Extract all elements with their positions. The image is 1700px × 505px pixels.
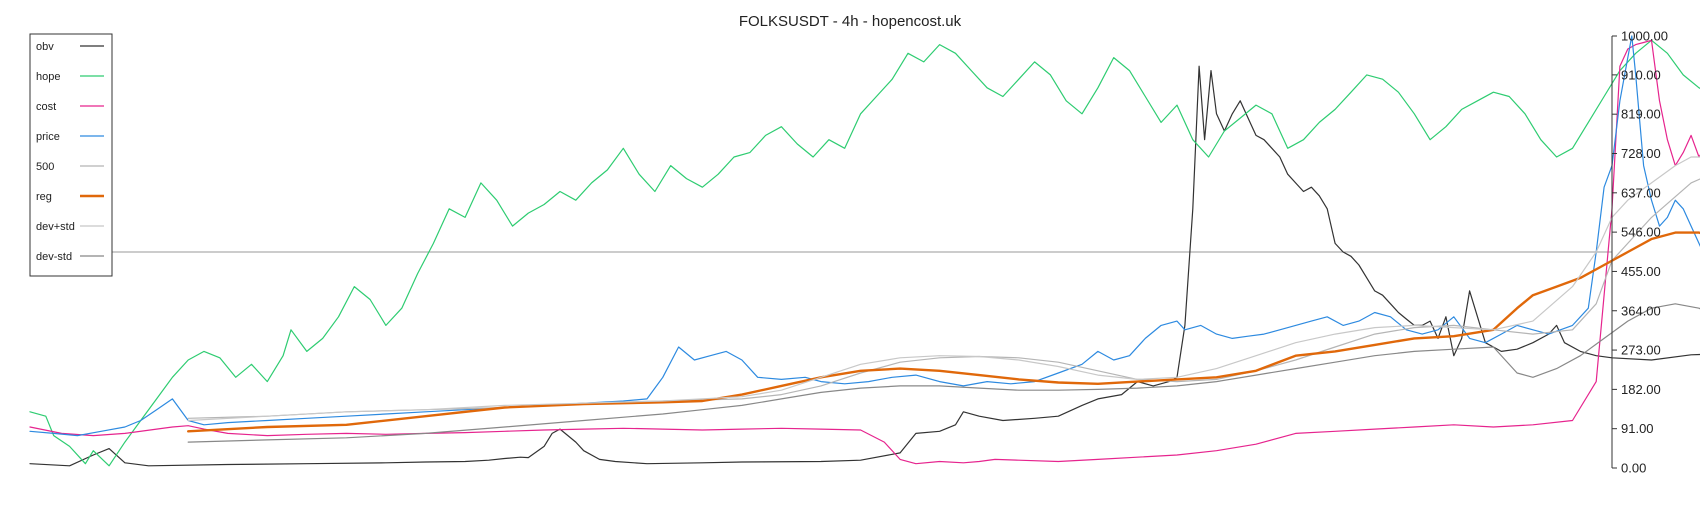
series-line-dev-std [187,156,1700,422]
legend-label: obv [36,41,54,53]
y-tick-label: 0.00 [1621,461,1646,476]
y-axis: 0.00 91.00 182.00 273.00 364.00 455.00 546.00 6… [1611,29,1668,476]
chart-title: FOLKSUSDT - 4h - hopencost.uk [739,13,962,30]
series-line-reg [186,231,1700,433]
legend-label: hope [36,71,60,83]
plot-lines [29,35,1700,467]
series-line-dev-std [187,303,1700,443]
series-line-hope [29,39,1700,467]
series-line-obv [29,65,1700,467]
y-tick-label: 182.00 [1621,382,1661,397]
y-tick-label: 273.00 [1621,343,1661,358]
legend-label: dev-std [36,251,72,263]
legend-box [29,33,113,277]
legend-label: reg [36,191,52,203]
legend: obv hope cost price 500 reg dev+std dev-std [29,33,113,277]
y-tick-label: 364.00 [1621,303,1661,318]
y-tick-label: 819.00 [1621,107,1661,122]
y-tick-label: 1000.00 [1621,29,1668,44]
legend-label: cost [36,101,56,113]
y-tick-label: 546.00 [1621,225,1661,240]
y-tick-label: 637.00 [1621,185,1661,200]
series-line-price [29,35,1700,437]
y-tick-label: 910.00 [1621,67,1661,82]
legend-label: 500 [36,161,54,173]
y-tick-label: 728.00 [1621,146,1661,161]
y-tick-label: 91.00 [1621,421,1654,436]
y-tick-label: 455.00 [1621,264,1661,279]
legend-label: dev+std [36,221,75,233]
series-line-500 [187,178,1700,419]
legend-label: price [36,131,60,143]
